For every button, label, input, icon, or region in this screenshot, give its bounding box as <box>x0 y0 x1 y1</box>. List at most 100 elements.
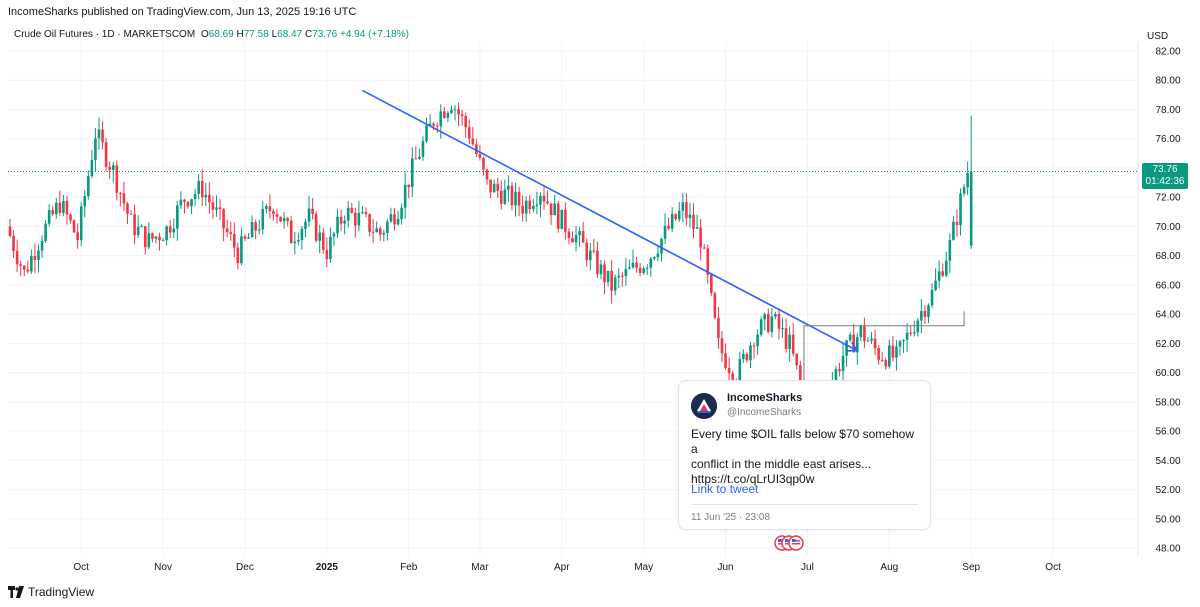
candle-body <box>521 205 524 214</box>
candle-body <box>346 207 350 221</box>
candle <box>457 102 460 127</box>
symbol-legend[interactable]: Crude Oil Futures · 1D · MARKETSCOM O68.… <box>14 29 409 40</box>
candle <box>539 192 542 218</box>
candle <box>58 190 62 216</box>
candle-body <box>799 365 802 383</box>
low-key: L <box>271 29 278 40</box>
candle-body <box>927 305 930 317</box>
y-tick-label: 78.00 <box>1155 105 1180 116</box>
candle <box>72 219 76 233</box>
link-to-tweet[interactable]: Link to tweet <box>691 482 759 496</box>
candle-body <box>300 228 304 241</box>
footer-brand-name: TradingView <box>28 585 95 599</box>
footer-brand[interactable]: TradingView <box>8 585 94 599</box>
candle <box>521 195 524 222</box>
candle-body <box>464 115 467 128</box>
candle <box>336 208 339 238</box>
candle-body <box>396 219 400 225</box>
candle-body <box>314 213 318 241</box>
candle-body <box>439 111 443 127</box>
candle <box>151 232 154 243</box>
candle <box>300 225 304 250</box>
x-tick-label: Jun <box>717 562 733 573</box>
candle <box>532 199 535 213</box>
current-price-tag: 73.76 01:42:36 <box>1142 163 1188 189</box>
candle-body <box>770 316 774 332</box>
tweet-card[interactable]: IncomeSharks @IncomeSharks Every time $O… <box>678 380 931 530</box>
candle-body <box>642 268 645 273</box>
candle <box>592 238 596 254</box>
candle <box>339 209 343 231</box>
candle-body <box>361 212 364 214</box>
candle-body <box>855 337 859 353</box>
candle-body <box>888 345 891 367</box>
candle <box>297 232 300 246</box>
candle-body <box>204 194 208 198</box>
candle <box>645 264 649 275</box>
candle-body <box>143 226 147 248</box>
published-header: IncomeSharks published on TradingView.co… <box>8 6 357 18</box>
candle <box>51 205 55 217</box>
candle-body <box>76 232 79 241</box>
x-tick-label: Nov <box>154 562 172 573</box>
candle <box>499 180 503 210</box>
candle <box>720 331 724 362</box>
candle <box>713 291 717 320</box>
candle-body <box>962 187 966 194</box>
candle <box>969 115 973 249</box>
candle <box>421 136 425 161</box>
candle-body <box>265 206 268 209</box>
candle <box>485 168 489 185</box>
candle-body <box>717 317 720 339</box>
candle-body <box>692 214 695 229</box>
candle <box>147 222 151 250</box>
high-key: H <box>236 29 244 40</box>
candle <box>542 186 546 210</box>
candle <box>870 332 873 344</box>
candle <box>354 207 357 238</box>
candle-body <box>891 345 895 358</box>
trendline-arrow <box>847 341 859 352</box>
candle <box>674 213 678 221</box>
candle <box>727 357 731 383</box>
candle-body <box>410 158 414 188</box>
candle-body <box>140 226 144 228</box>
open-value: 68.69 <box>208 29 234 40</box>
candle-body <box>496 183 500 191</box>
candle <box>304 218 307 238</box>
candle-body <box>133 214 136 236</box>
tweet-divider <box>691 504 918 505</box>
candle-body <box>51 210 55 215</box>
candle-body <box>514 191 517 206</box>
candle <box>492 179 496 193</box>
candle <box>638 263 642 277</box>
candle <box>403 172 407 220</box>
candle <box>243 234 247 242</box>
candle-body <box>186 201 190 207</box>
candle-body <box>297 240 300 242</box>
candle-body <box>674 214 678 220</box>
candle-body <box>699 227 702 248</box>
candle-body <box>161 240 165 242</box>
candle-body <box>873 338 877 349</box>
candle-body <box>147 233 151 248</box>
economic-event-icons[interactable] <box>774 535 804 551</box>
candle-body <box>546 201 549 204</box>
candle <box>624 257 628 286</box>
flag-stripe <box>792 540 800 542</box>
candle-body <box>653 257 656 259</box>
candle <box>79 202 83 246</box>
candle <box>702 244 706 250</box>
candle <box>12 230 15 258</box>
trendline[interactable] <box>362 89 858 352</box>
candle <box>268 194 272 219</box>
candle-body <box>795 353 799 366</box>
currency-label[interactable]: USD <box>1147 31 1169 42</box>
overlays <box>8 89 1138 551</box>
candle-body <box>293 241 297 244</box>
candle-body <box>934 280 937 291</box>
x-tick-label: Jul <box>801 562 814 573</box>
candle <box>941 263 945 278</box>
candle <box>154 235 158 244</box>
